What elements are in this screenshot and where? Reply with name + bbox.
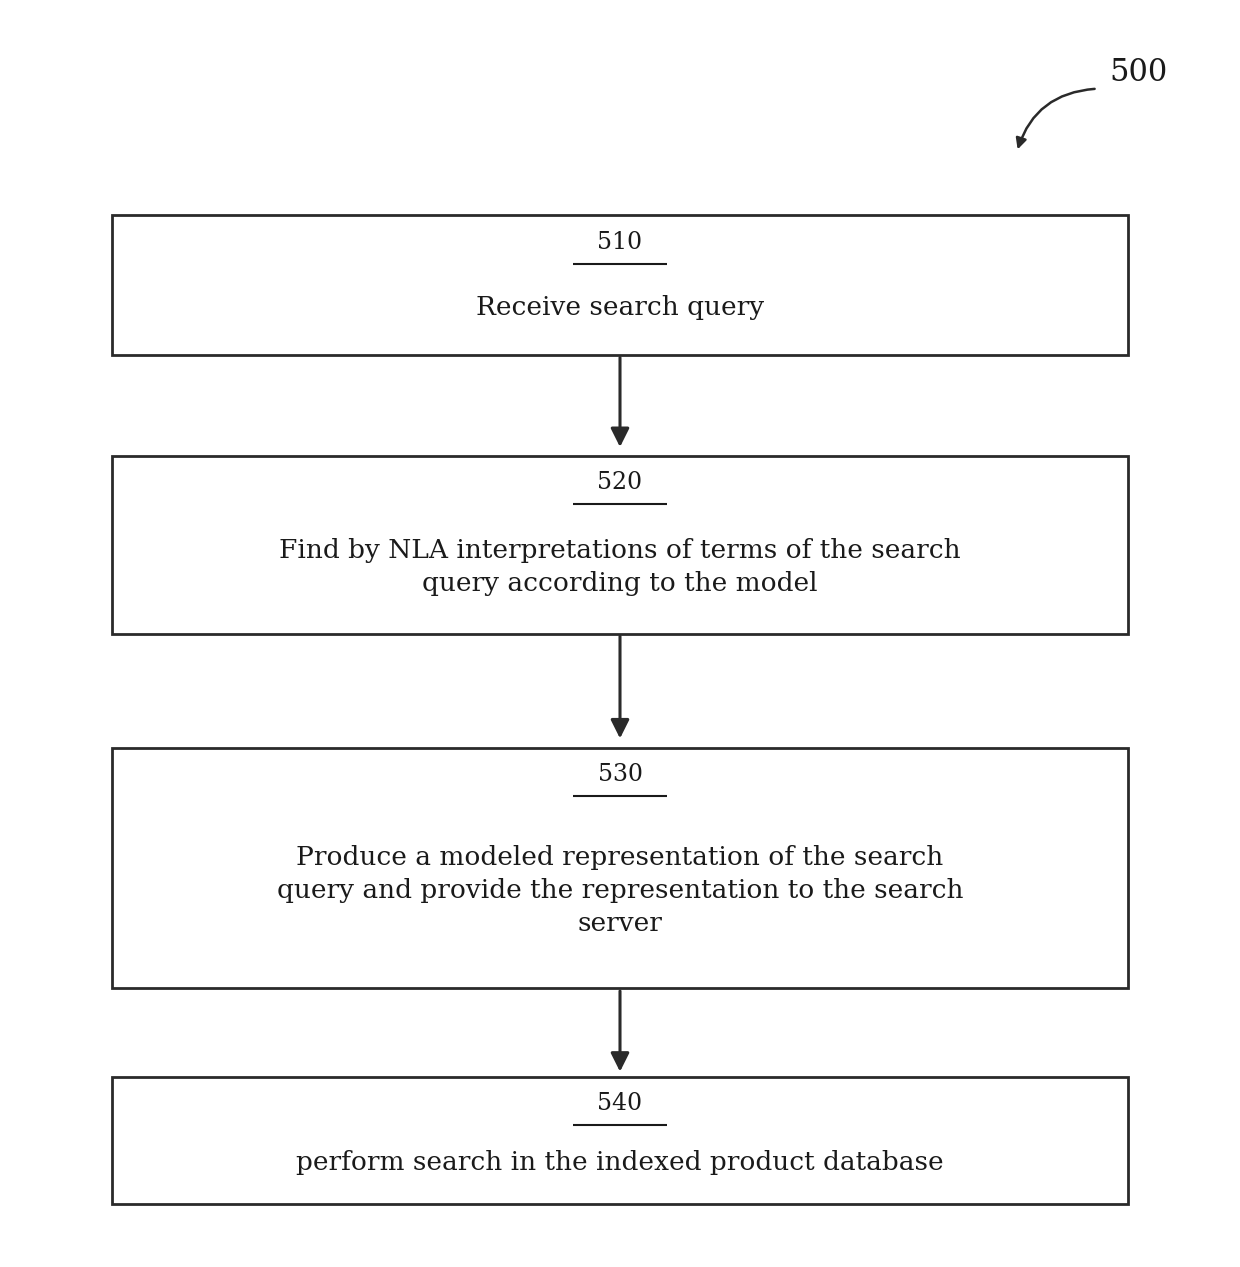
Bar	[112, 748, 1128, 988]
Text: 500: 500	[1110, 57, 1168, 87]
FancyArrowPatch shape	[1017, 89, 1095, 147]
Bar	[112, 456, 1128, 634]
Text: 530: 530	[598, 763, 642, 786]
Text: perform search in the indexed product database: perform search in the indexed product da…	[296, 1150, 944, 1175]
Text: 520: 520	[598, 471, 642, 494]
Bar	[112, 215, 1128, 355]
Text: 540: 540	[598, 1092, 642, 1115]
Bar	[112, 1077, 1128, 1204]
Text: 510: 510	[598, 231, 642, 253]
Text: Produce a modeled representation of the search
query and provide the representat: Produce a modeled representation of the …	[277, 845, 963, 935]
Text: Receive search query: Receive search query	[476, 295, 764, 319]
Text: Find by NLA interpretations of terms of the search
query according to the model: Find by NLA interpretations of terms of …	[279, 538, 961, 595]
